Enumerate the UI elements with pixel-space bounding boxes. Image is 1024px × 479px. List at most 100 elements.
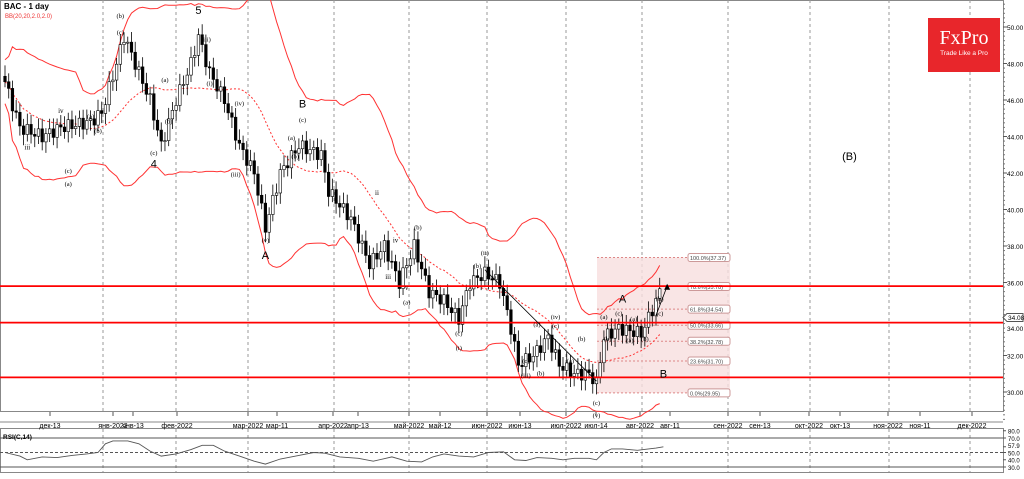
wave-label: (ii) [481, 250, 489, 257]
x-tick-label: авг-11 [660, 423, 680, 430]
candle [583, 361, 587, 391]
last-price-label: 34.08 [1008, 315, 1024, 322]
price-pane-frame [0, 0, 1004, 412]
candle [408, 250, 413, 276]
candle-body [51, 128, 55, 138]
candle [18, 103, 22, 136]
candle-body [267, 214, 271, 233]
wave-label: B [299, 98, 306, 110]
candle [40, 118, 44, 151]
wave-label: (c) [117, 29, 124, 36]
candle [412, 228, 416, 265]
rsi-line [4, 440, 664, 465]
candle [62, 116, 67, 139]
candle-body [620, 324, 625, 336]
candle [494, 263, 498, 286]
candle [315, 138, 320, 170]
candle-body [222, 86, 227, 104]
candle [3, 65, 7, 88]
wave-label: (a) [567, 358, 574, 365]
candle [639, 319, 643, 349]
wave-label: (b) [414, 225, 422, 232]
candle [196, 28, 201, 67]
candle [367, 245, 372, 278]
candle-body [211, 67, 215, 80]
candle-body [654, 298, 658, 317]
candle-body [36, 128, 41, 137]
arrow-head-icon [664, 283, 671, 290]
candle [10, 80, 15, 122]
candle [107, 71, 111, 112]
candle-body [3, 75, 7, 83]
rsi-level-label: 57.9 [1008, 444, 1020, 450]
candle [282, 155, 286, 178]
y-tick-label: 48.00 [1007, 62, 1024, 69]
rsi-level-label: 50.0 [1008, 451, 1020, 457]
x-tick-label: дек-13 [39, 423, 60, 430]
candle-body [401, 267, 405, 289]
candle [44, 128, 48, 153]
x-tick-label: мар-11 [266, 423, 288, 430]
x-tick-label: май-2022 [394, 422, 425, 430]
candle [237, 129, 241, 150]
candle-body [438, 294, 442, 305]
candle [561, 357, 565, 380]
candle-body [446, 294, 450, 308]
candle-body [226, 103, 230, 114]
candle-body [490, 278, 494, 281]
wave-label: (b) [641, 336, 649, 343]
candle [297, 138, 301, 162]
candle [520, 355, 524, 376]
candle-body [408, 258, 413, 266]
candle [364, 230, 368, 263]
candle-body [527, 353, 532, 363]
candle [263, 194, 268, 242]
candle [248, 149, 253, 172]
candle-body [520, 364, 524, 367]
candle-body [542, 338, 546, 353]
candle [434, 279, 439, 302]
candle [576, 358, 580, 380]
candle-body [59, 124, 63, 128]
candle [122, 32, 126, 54]
candle-body [81, 117, 85, 130]
candle-body [174, 105, 178, 111]
x-tick-label: июн-13 [508, 423, 531, 430]
candle-body [382, 240, 387, 252]
candle-body [304, 140, 308, 155]
candle-body [341, 203, 346, 208]
candle-body [628, 324, 632, 332]
candle [646, 301, 651, 334]
candle-body [658, 288, 662, 299]
candle-body [475, 275, 480, 278]
candle-body [505, 295, 509, 311]
candle [390, 250, 394, 269]
candle-body [237, 139, 241, 144]
candle-body [85, 120, 89, 130]
candle [531, 346, 535, 371]
y-tick-label: 34.00 [1007, 326, 1024, 333]
candle [330, 178, 334, 203]
candle-body [531, 356, 535, 363]
wave-label: (c) [150, 150, 157, 157]
candle-body [572, 373, 576, 377]
wave-label: (b) [117, 13, 125, 20]
candle-body [200, 34, 204, 45]
candle [96, 99, 100, 132]
wave-label: (a) [403, 299, 410, 306]
candle-body [66, 119, 70, 132]
candle [349, 209, 353, 231]
candle-body [92, 118, 96, 126]
candle-body [397, 270, 401, 289]
candle-body [319, 150, 323, 160]
wave-label: (iii) [201, 37, 211, 44]
candle [505, 284, 509, 316]
wave-label: (a) [65, 181, 72, 188]
candle-body [349, 216, 353, 221]
candle-body [565, 362, 569, 371]
candle [453, 302, 457, 324]
candle-body [613, 328, 617, 339]
candle-body [137, 66, 141, 70]
candle [77, 110, 81, 137]
